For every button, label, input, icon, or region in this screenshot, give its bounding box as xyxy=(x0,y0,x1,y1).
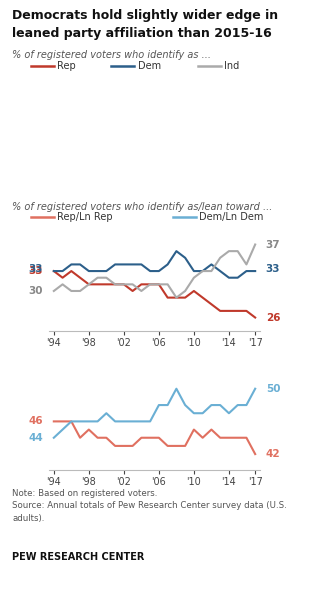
Text: 37: 37 xyxy=(266,240,280,249)
Text: 42: 42 xyxy=(266,449,280,459)
Text: Dem: Dem xyxy=(138,61,161,70)
Text: Dem/Ln Dem: Dem/Ln Dem xyxy=(199,212,264,222)
Text: 33: 33 xyxy=(266,264,280,274)
Text: Democrats hold slightly wider edge in: Democrats hold slightly wider edge in xyxy=(12,9,278,22)
Text: 33: 33 xyxy=(29,264,43,274)
Text: % of registered voters who identify as/lean toward ...: % of registered voters who identify as/l… xyxy=(12,202,273,211)
Text: 44: 44 xyxy=(28,433,43,443)
Text: leaned party affiliation than 2015-16: leaned party affiliation than 2015-16 xyxy=(12,27,272,40)
Text: 33: 33 xyxy=(29,266,43,276)
Text: Rep/Ln Rep: Rep/Ln Rep xyxy=(57,212,113,222)
Text: Ind: Ind xyxy=(224,61,239,70)
Text: 46: 46 xyxy=(29,416,43,426)
Text: 30: 30 xyxy=(29,286,43,296)
Text: Note: Based on registered voters.
Source: Annual totals of Pew Research Center s: Note: Based on registered voters. Source… xyxy=(12,489,287,523)
Text: PEW RESEARCH CENTER: PEW RESEARCH CENTER xyxy=(12,552,145,562)
Text: 50: 50 xyxy=(266,384,280,394)
Text: Rep: Rep xyxy=(57,61,76,70)
Text: 26: 26 xyxy=(266,313,280,322)
Text: % of registered voters who identify as ...: % of registered voters who identify as .… xyxy=(12,50,211,59)
